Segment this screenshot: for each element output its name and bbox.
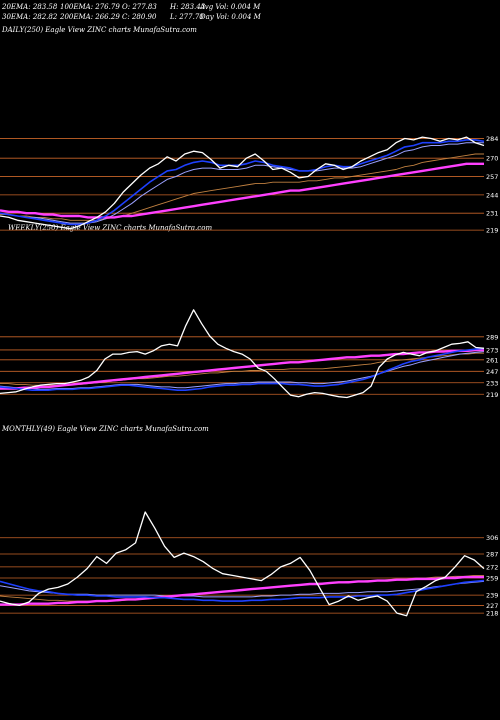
weekly-y-tick-label: 273 xyxy=(486,346,498,354)
stats-row-1: 20EMA: 283.58 100EMA: 276.79 O: 277.83 H… xyxy=(2,2,498,12)
weekly-ema200-line xyxy=(0,348,484,390)
stat-low: L: 277.70 xyxy=(170,13,204,21)
monthly-chart-title: MONTHLY(49) Eagle View ZINC charts Munaf… xyxy=(2,425,209,433)
daily-y-tick-label: 219 xyxy=(486,227,498,235)
weekly-ema20-line xyxy=(0,347,485,392)
monthly-y-tick-label: 259 xyxy=(486,575,498,583)
stat-20ema: 20EMA: 283.58 xyxy=(2,3,58,11)
daily-price-line xyxy=(0,136,485,230)
stat-200ema: 200EMA: 266.29 xyxy=(60,13,120,21)
stat-avg-vol: Avg Vol: 0.004 M xyxy=(200,3,261,11)
monthly-ema200-line xyxy=(0,575,484,606)
daily-ema20-line xyxy=(0,139,485,226)
monthly-y-tick-label: 272 xyxy=(486,563,498,571)
daily-panel: 284 270 257 244 231 219 xyxy=(0,135,498,235)
monthly-y-tick-label: 287 xyxy=(486,551,498,559)
monthly-y-tick-label: 239 xyxy=(486,592,498,600)
weekly-y-tick-label: 219 xyxy=(486,391,498,399)
daily-y-tick-label: 257 xyxy=(486,173,498,181)
daily-ema100-line xyxy=(0,153,484,221)
monthly-price-line xyxy=(0,511,485,617)
stat-close: C: 280.90 xyxy=(122,13,157,21)
daily-y-tick-label: 284 xyxy=(486,135,498,143)
weekly-y-tick-label: 233 xyxy=(486,379,498,387)
stat-100ema: 100EMA: 276.79 xyxy=(60,3,120,11)
stat-day-vol: Day Vol: 0.004 M xyxy=(200,13,261,21)
daily-y-tick-label: 231 xyxy=(486,210,498,218)
daily-ema30-line xyxy=(0,142,484,224)
daily-chart-title: DAILY(250) Eagle View ZINC charts Munafa… xyxy=(2,26,197,34)
stat-30ema: 30EMA: 282.82 xyxy=(2,13,58,21)
monthly-y-tick-label: 218 xyxy=(486,610,498,618)
monthly-y-tick-label: 227 xyxy=(486,602,498,610)
stats-header: 20EMA: 283.58 100EMA: 276.79 O: 277.83 H… xyxy=(2,2,498,24)
daily-y-tick-label: 244 xyxy=(486,191,498,199)
weekly-y-tick-label: 261 xyxy=(486,356,498,364)
daily-ema200-line xyxy=(0,162,484,219)
weekly-y-tick-label: 247 xyxy=(486,368,498,376)
monthly-ema20-line xyxy=(0,579,485,602)
weekly-panel: 289 273 261 247 233 219 xyxy=(0,309,498,399)
daily-y-tick-label: 270 xyxy=(486,155,498,163)
weekly-ema100-line xyxy=(0,352,484,386)
stat-high: H: 283.43 xyxy=(170,3,206,11)
weekly-price-line xyxy=(0,309,485,399)
stats-row-2: 30EMA: 282.82 200EMA: 266.29 C: 280.90 L… xyxy=(2,12,498,22)
stat-open: O: 277.83 xyxy=(122,3,157,11)
weekly-y-tick-label: 289 xyxy=(486,333,498,341)
monthly-y-tick-label: 306 xyxy=(486,534,498,542)
weekly-chart-title: WEEKLY(250) Eagle View ZINC charts Munaf… xyxy=(8,224,213,232)
